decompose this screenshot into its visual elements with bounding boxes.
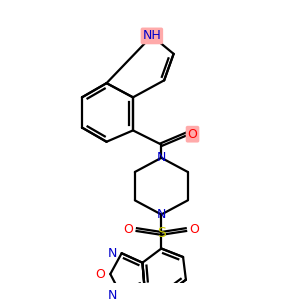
Text: N: N <box>108 247 117 260</box>
Text: O: O <box>96 268 106 281</box>
Text: O: O <box>188 128 197 141</box>
Text: O: O <box>123 223 133 236</box>
Text: N: N <box>157 151 166 164</box>
Text: N: N <box>157 208 166 221</box>
Text: O: O <box>190 223 200 236</box>
Text: NH: NH <box>142 29 161 42</box>
Text: N: N <box>108 289 117 300</box>
Text: S: S <box>157 226 166 240</box>
